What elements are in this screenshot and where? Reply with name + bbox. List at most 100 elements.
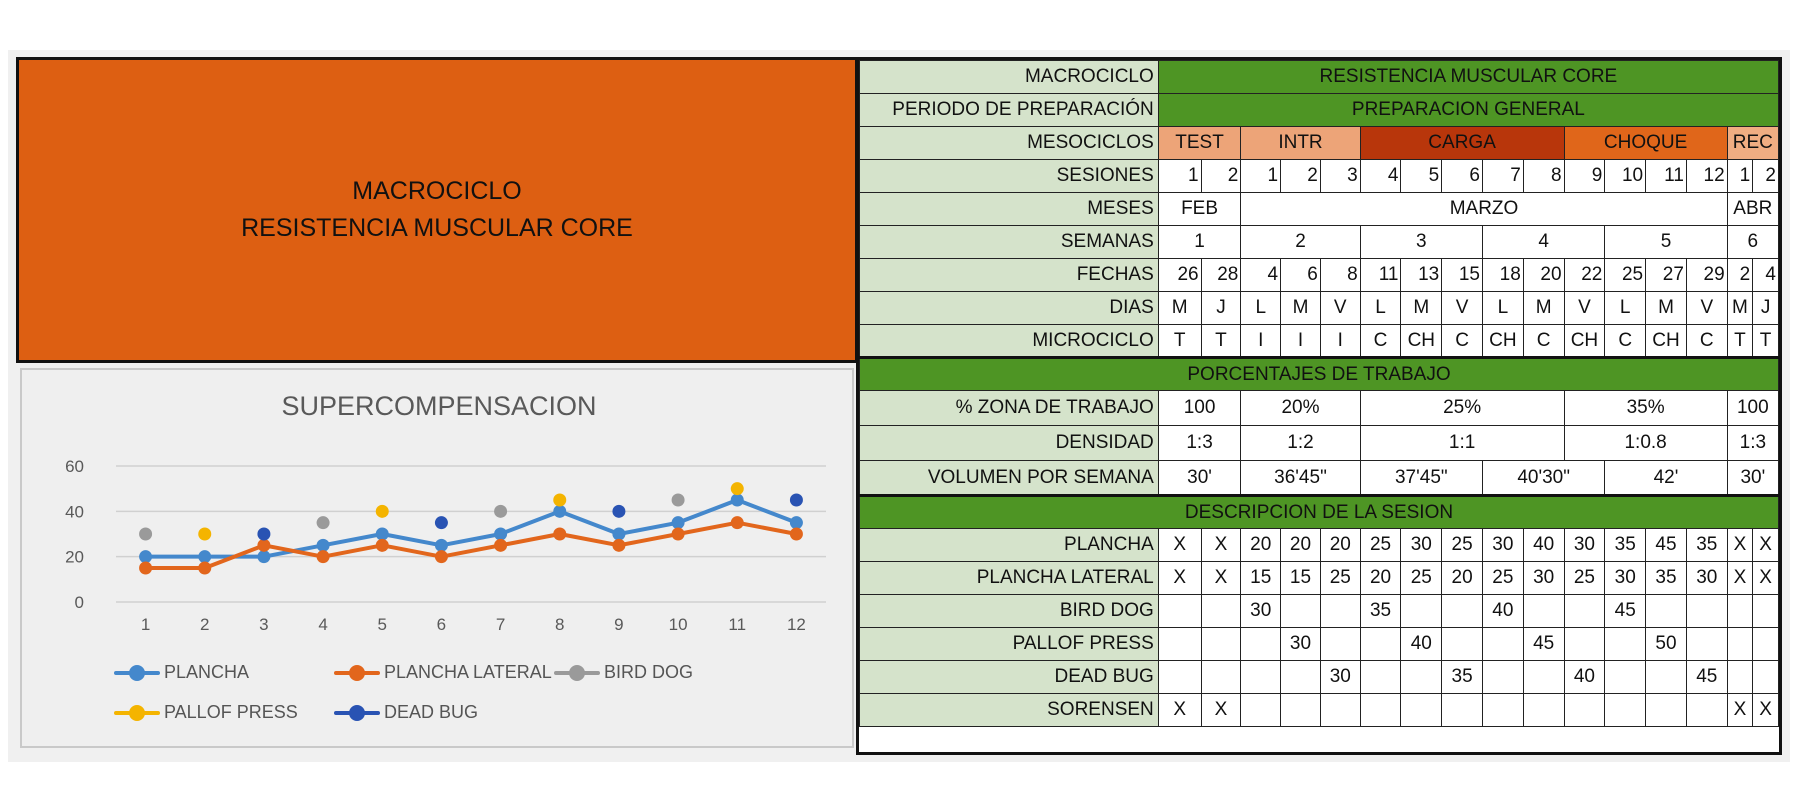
ejercicio-cell	[1359, 627, 1402, 661]
ejercicio-cell: 35	[1359, 594, 1402, 628]
data-point-dead-bug	[789, 493, 803, 507]
ejercicio-cell	[1280, 660, 1321, 694]
sesion-cell: 12	[1685, 159, 1728, 193]
data-point-pallof-press	[198, 527, 212, 541]
fecha-cell: 25	[1604, 258, 1647, 292]
ejercicio-cell: 20	[1441, 561, 1483, 595]
data-point-plancha	[494, 527, 508, 541]
ejercicio-cell	[1685, 693, 1728, 727]
data-point-plancha	[198, 550, 212, 564]
data-point-plancha-lateral	[494, 538, 508, 552]
ejercicio-cell: 20	[1240, 528, 1282, 562]
microciclo-label: MICROCICLO	[859, 324, 1159, 358]
x-tick-label: 10	[669, 615, 688, 634]
volumen-cell: 30'	[1157, 460, 1242, 496]
fecha-cell: 22	[1563, 258, 1606, 292]
microciclo-cell: I	[1319, 324, 1361, 358]
sesion-cell: 3	[1319, 159, 1361, 193]
microciclo-cell: T	[1726, 324, 1754, 358]
ejercicio-label: PLANCHA LATERAL	[859, 561, 1159, 595]
ejercicio-cell	[1645, 660, 1687, 694]
fecha-cell: 27	[1645, 258, 1687, 292]
x-tick-label: 7	[496, 615, 505, 634]
sesion-cell: 1	[1157, 159, 1202, 193]
sesion-cell: 9	[1563, 159, 1606, 193]
microciclo-row: MICROCICLO T T I I I C CH C CH C CH C CH C T T	[859, 324, 1779, 358]
microciclo-cell: CH	[1563, 324, 1606, 358]
fecha-cell: 13	[1400, 258, 1443, 292]
ejercicio-row: PLANCHA LATERAL X X 15 15 25 20 25 20 25 30 25 30 35 3…	[859, 561, 1779, 595]
dias-label: DIAS	[859, 291, 1159, 325]
ejercicio-cell: 45	[1522, 627, 1565, 661]
ejercicio-row: SORENSEN X X X X	[859, 693, 1779, 727]
ejercicio-cell: X	[1752, 528, 1779, 562]
data-point-plancha-lateral	[198, 561, 212, 575]
ejercicio-label: SORENSEN	[859, 693, 1159, 727]
legend-pallof-press: PALLOF PRESS	[114, 702, 298, 723]
ejercicio-cell: X	[1157, 528, 1202, 562]
ejercicio-cell: 20	[1359, 561, 1402, 595]
ejercicio-label: PLANCHA	[859, 528, 1159, 562]
volumen-cell: 36'45"	[1240, 460, 1361, 496]
x-tick-label: 6	[437, 615, 446, 634]
ejercicio-cell: 15	[1240, 561, 1282, 595]
ejercicio-cell	[1481, 693, 1524, 727]
data-point-plancha	[257, 550, 271, 564]
ejercicio-cell: X	[1752, 561, 1779, 595]
densidad-cell: 1:0.8	[1563, 425, 1728, 461]
data-point-plancha-lateral	[434, 550, 448, 564]
microciclo-cell: CH	[1400, 324, 1443, 358]
legend-plancha-swatch	[114, 664, 160, 681]
ejercicio-row: PALLOF PRESS 30 40 45 50	[859, 627, 1779, 661]
x-tick-label: 5	[378, 615, 387, 634]
sesion-cell: 7	[1481, 159, 1524, 193]
legend-plancha-lateral-label: PLANCHA LATERAL	[384, 662, 552, 682]
dia-cell: L	[1604, 291, 1647, 325]
semana-cell: 4	[1481, 225, 1606, 259]
microciclo-cell: T	[1200, 324, 1242, 358]
data-point-pallof-press	[553, 493, 567, 507]
ejercicio-cell: 45	[1645, 528, 1687, 562]
ejercicio-cell: 25	[1319, 561, 1361, 595]
legend-pallof-press-swatch	[114, 704, 160, 721]
ejercicio-cell	[1319, 594, 1361, 628]
ejercicio-cell: 25	[1481, 561, 1524, 595]
fecha-cell: 15	[1441, 258, 1483, 292]
ejercicio-cell: X	[1157, 693, 1202, 727]
ejercicio-cell: 30	[1604, 561, 1647, 595]
ejercicio-cell: 25	[1441, 528, 1483, 562]
ejercicio-cell	[1645, 693, 1687, 727]
data-point-plancha-lateral	[139, 561, 153, 575]
data-point-plancha	[671, 516, 685, 530]
sesion-cell: 5	[1400, 159, 1443, 193]
ejercicio-cell	[1563, 693, 1606, 727]
microciclo-cell: CH	[1645, 324, 1687, 358]
ejercicio-label: PALLOF PRESS	[859, 627, 1159, 661]
data-point-bird-dog	[671, 493, 685, 507]
ejercicio-cell: 30	[1400, 528, 1443, 562]
densidad-cell: 1:3	[1726, 425, 1779, 461]
porcentajes-header-row: PORCENTAJES DE TRABAJO	[859, 356, 1779, 391]
sesion-cell: 1	[1240, 159, 1282, 193]
ejercicio-cell: X	[1200, 693, 1242, 727]
chart-title: SUPERCOMPENSACION	[281, 391, 596, 421]
ejercicio-cell	[1522, 594, 1565, 628]
fecha-cell: 4	[1752, 258, 1779, 292]
ejercicio-cell	[1359, 660, 1402, 694]
ejercicio-cell: 20	[1280, 528, 1321, 562]
dia-cell: L	[1481, 291, 1524, 325]
supercompensacion-chart[interactable]: SUPERCOMPENSACION 0 20 40 60 1 2 3 4 5 6 7 8 9 10 11 12 …	[20, 368, 854, 748]
ejercicio-cell: X	[1200, 528, 1242, 562]
x-tick-label: 11	[728, 615, 746, 634]
ejercicio-cell	[1400, 660, 1443, 694]
ejercicio-cell	[1645, 594, 1687, 628]
data-point-dead-bug	[434, 516, 448, 530]
x-tick-label: 9	[614, 615, 623, 634]
fecha-cell: 4	[1240, 258, 1282, 292]
fecha-cell: 20	[1522, 258, 1565, 292]
ejercicio-cell: 40	[1481, 594, 1524, 628]
ejercicio-cell	[1685, 627, 1728, 661]
data-point-dead-bug	[257, 527, 271, 541]
data-point-plancha-lateral	[789, 527, 803, 541]
banner-title: MACROCICLO	[352, 177, 522, 205]
